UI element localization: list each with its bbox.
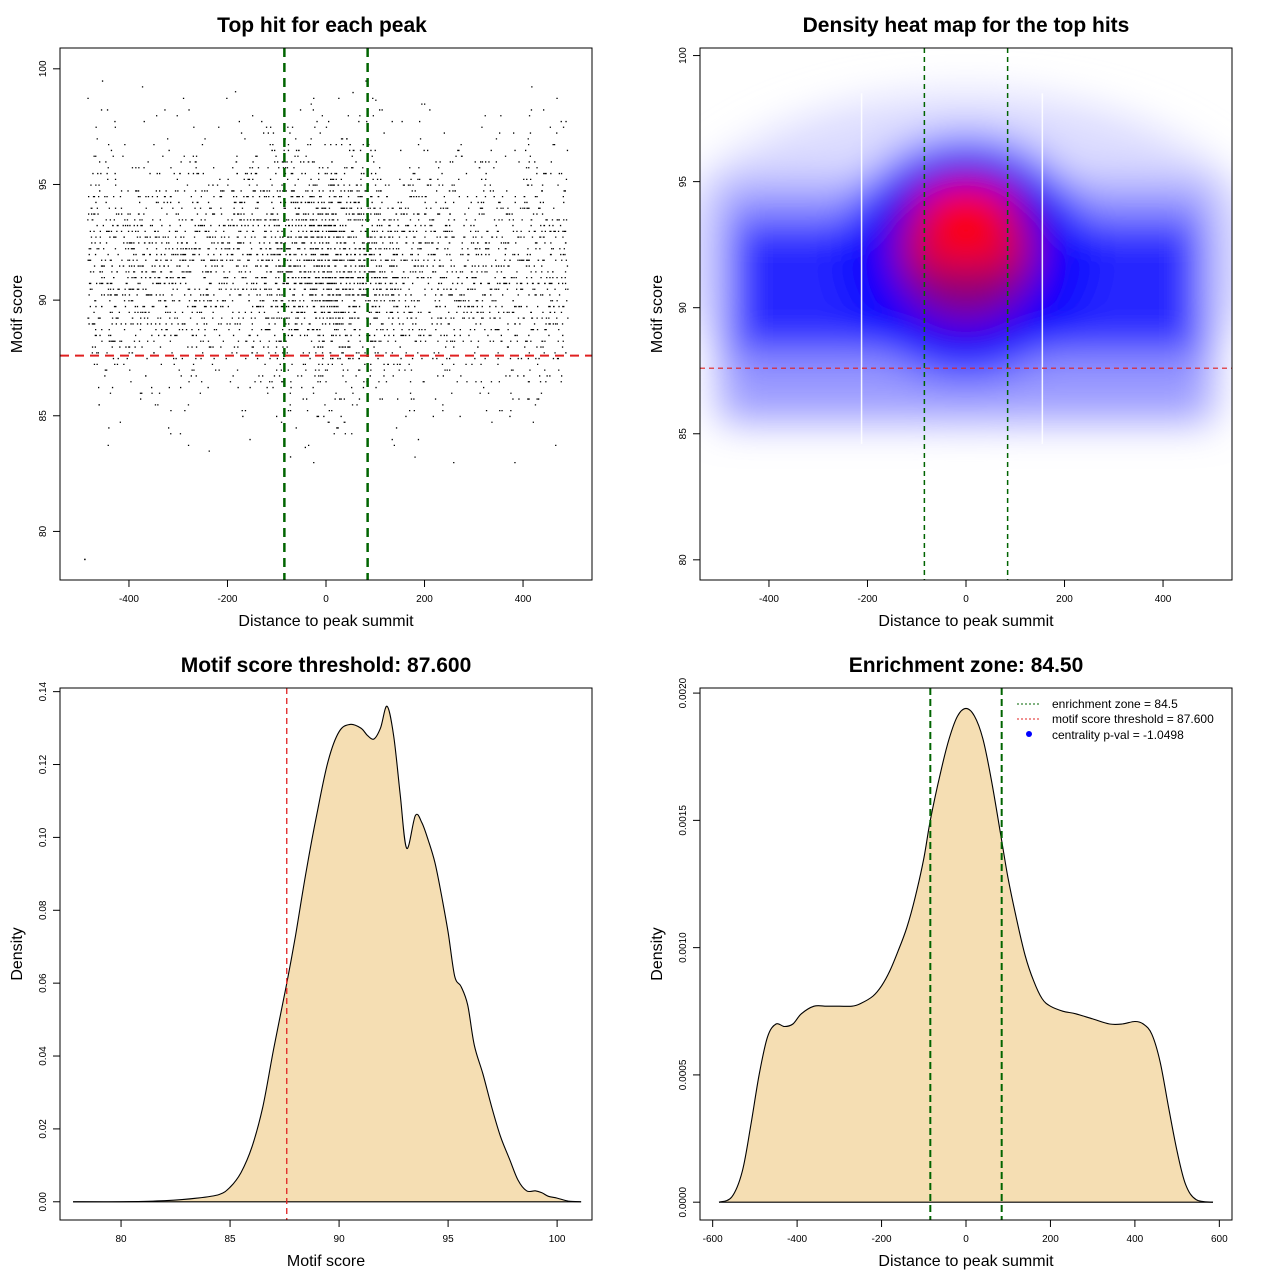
heat-peak (910, 227, 1022, 268)
heat-peak (918, 184, 1014, 229)
y-tick-label: 85 (38, 410, 49, 422)
heatmap-axes: -400 -200 0 200 400 80 85 90 95 100 (678, 47, 1172, 605)
x-tick-label: 0 (963, 1234, 969, 1245)
score-density-axes: 80 85 90 95 100 0.00 0.02 0.04 0.06 0.08 0.10 0.12 0… (38, 681, 566, 1245)
y-tick-label: 0.0010 (678, 932, 689, 963)
x-tick-label: 80 (115, 1234, 127, 1245)
heatmap-title: Density heat map for the top hits (803, 14, 1130, 37)
score-density-title: Motif score threshold: 87.600 (181, 654, 472, 677)
x-tick-label: 0 (323, 594, 329, 605)
density-fill (719, 708, 1213, 1203)
legend-label-score-threshold: motif score threshold = 87.600 (1052, 712, 1214, 726)
y-tick-label: 0.12 (38, 754, 49, 774)
x-tick-label: -400 (759, 594, 779, 605)
y-tick-label: 0.0005 (678, 1059, 689, 1090)
x-tick-label: 400 (1155, 594, 1172, 605)
score-density-y-axis-label: Density (9, 927, 26, 980)
y-tick-label: 0.08 (38, 900, 49, 920)
scatter-x-axis-label: Distance to peak summit (238, 613, 414, 630)
scatter-point-min (84, 558, 86, 561)
y-tick-label: 0.0020 (678, 677, 689, 708)
distance-density-title: Enrichment zone: 84.50 (849, 654, 1084, 677)
heatmap-density (700, 48, 1232, 580)
scatter-title: Top hit for each peak (217, 14, 427, 37)
heatmap-y-axis-label: Motif score (649, 275, 666, 353)
heatmap-panel: Density heat map for the top hits -400 -2… (649, 14, 1233, 630)
score-density-plot-frame (59, 687, 593, 1221)
scatter-points (84, 80, 569, 561)
x-tick-label: 200 (416, 594, 433, 605)
legend-label-centrality: centrality p-val = -1.0498 (1052, 728, 1184, 742)
y-tick-label: 90 (38, 294, 49, 306)
x-tick-label: 85 (225, 1234, 237, 1245)
score-density-panel: Motif score threshold: 87.600 80 85 90 95 10… (9, 654, 593, 1270)
y-tick-label: 95 (678, 176, 689, 188)
y-tick-label: 90 (678, 302, 689, 314)
x-tick-label: 100 (549, 1234, 566, 1245)
x-tick-label: 400 (515, 594, 532, 605)
y-tick-label: 0.04 (38, 1046, 49, 1066)
y-tick-label: 85 (678, 428, 689, 440)
distance-density-y-axis-label: Density (649, 927, 666, 980)
distance-density-panel: Enrichment zone: 84.50 -600 -400 -200 0 200 4… (649, 654, 1233, 1270)
y-tick-label: 0.06 (38, 973, 49, 993)
density-curve (718, 707, 1214, 1203)
x-tick-label: 600 (1211, 1234, 1228, 1245)
score-density-x-axis-label: Motif score (287, 1253, 365, 1270)
heatmap-x-axis-label: Distance to peak summit (878, 613, 1054, 630)
score-density-area (73, 705, 582, 1203)
x-tick-label: -200 (872, 1234, 892, 1245)
y-tick-label: 0.14 (38, 681, 49, 701)
distance-density-x-axis-label: Distance to peak summit (878, 1253, 1054, 1270)
scatter-y-axis-label: Motif score (9, 275, 26, 353)
scatter-reference-lines (60, 48, 592, 580)
scatter-point-cloud (87, 80, 569, 464)
y-tick-label: 95 (38, 178, 49, 190)
y-tick-label: 0.02 (38, 1119, 49, 1139)
legend-swatch-centrality (1026, 731, 1032, 737)
x-tick-label: -400 (119, 594, 139, 605)
y-tick-label: 100 (678, 47, 689, 64)
density-curve (73, 705, 582, 1203)
legend: enrichment zone = 84.5 motif score thres… (1017, 697, 1214, 742)
x-tick-label: -200 (217, 594, 237, 605)
y-tick-label: 0.00 (38, 1192, 49, 1212)
heatmap-blobs (700, 92, 1232, 423)
y-tick-label: 0.0000 (678, 1186, 689, 1217)
distance-density-area (718, 707, 1214, 1203)
scatter-axes: -400 -200 0 200 400 80 85 90 95 100 (38, 60, 532, 605)
heatmap-reference-lines (700, 48, 1232, 580)
distance-density-reference-lines (929, 688, 1003, 1220)
y-tick-label: 100 (38, 60, 49, 77)
x-tick-label: 95 (443, 1234, 455, 1245)
y-tick-label: 0.10 (38, 827, 49, 847)
x-tick-label: 200 (1056, 594, 1073, 605)
x-tick-label: -600 (703, 1234, 723, 1245)
x-tick-label: 200 (1042, 1234, 1059, 1245)
scatter-panel: Top hit for each peak -400 -200 0 200 400 80 8… (9, 14, 593, 630)
y-tick-label: 0.0015 (678, 805, 689, 836)
distance-density-axes: -600 -400 -200 0 200 400 600 0.0000 0.0005 0.0010… (678, 677, 1228, 1245)
x-tick-label: -200 (857, 594, 877, 605)
x-tick-label: 400 (1127, 1234, 1144, 1245)
y-tick-label: 80 (38, 525, 49, 537)
x-tick-label: -400 (787, 1234, 807, 1245)
y-tick-label: 80 (678, 554, 689, 566)
x-tick-label: 90 (334, 1234, 346, 1245)
x-tick-label: 0 (963, 594, 969, 605)
density-fill (73, 706, 582, 1202)
legend-label-enrichment-zone: enrichment zone = 84.5 (1052, 697, 1178, 711)
